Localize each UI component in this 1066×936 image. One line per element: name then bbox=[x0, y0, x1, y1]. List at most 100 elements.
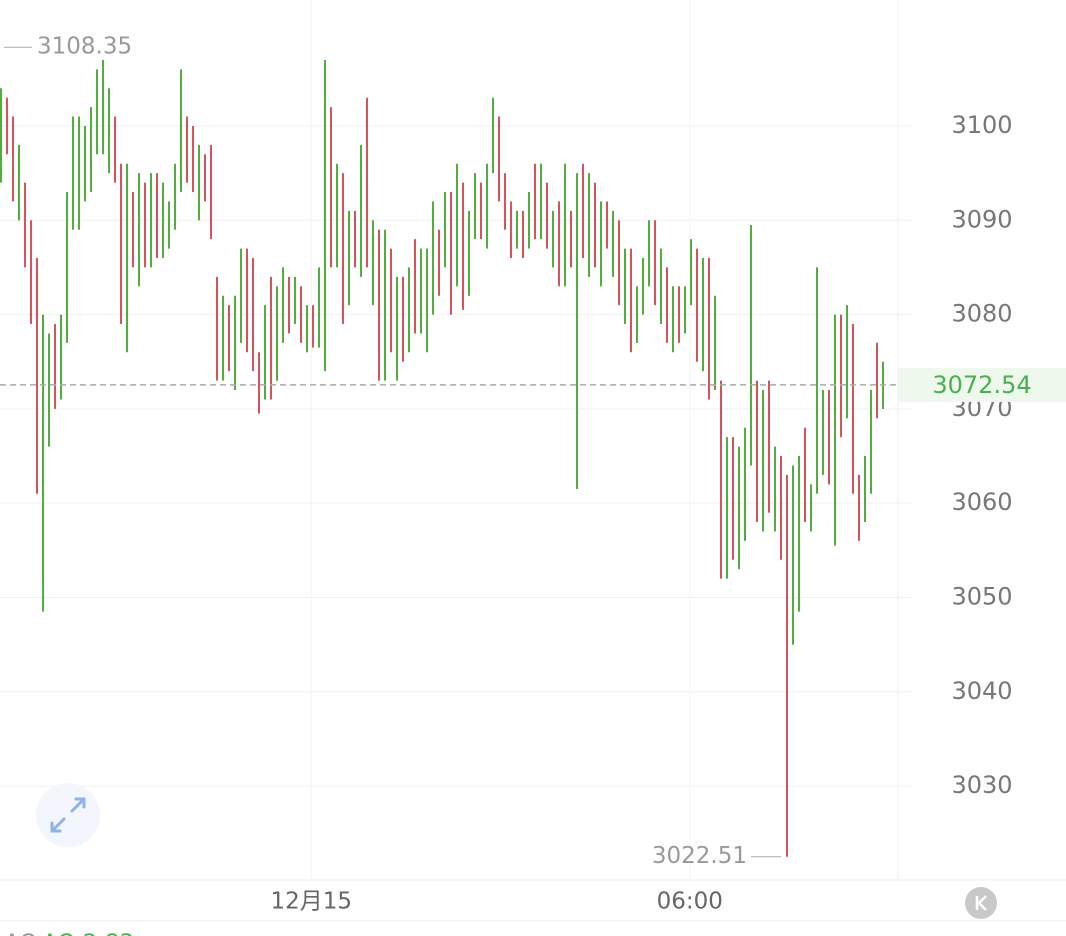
candle-body bbox=[816, 276, 819, 485]
candle-body bbox=[672, 295, 675, 334]
candle-body bbox=[378, 239, 381, 372]
collapse-icon[interactable] bbox=[975, 895, 987, 911]
candle-body bbox=[420, 258, 423, 334]
candle-body bbox=[768, 399, 771, 504]
candle-body bbox=[570, 220, 573, 259]
candle-body bbox=[852, 333, 855, 485]
candle-body bbox=[684, 295, 687, 334]
candle-body bbox=[516, 220, 519, 249]
collapse-button[interactable] bbox=[965, 887, 997, 919]
candle-body bbox=[30, 229, 33, 315]
y-tick-label: 3100 bbox=[951, 111, 1012, 139]
candle-body bbox=[870, 399, 873, 485]
candle-body bbox=[126, 182, 129, 343]
last-price-bg bbox=[898, 367, 1066, 402]
candle-body bbox=[12, 125, 15, 192]
candle-body bbox=[840, 324, 843, 428]
candle-body bbox=[636, 295, 639, 343]
expand-icon[interactable] bbox=[50, 797, 86, 833]
candle-body bbox=[240, 258, 243, 334]
candle-body bbox=[270, 314, 273, 391]
candle-body bbox=[258, 361, 261, 409]
candle-body bbox=[834, 324, 837, 475]
candle-body bbox=[528, 201, 531, 240]
candle-body bbox=[150, 182, 153, 249]
candle-body bbox=[48, 342, 51, 447]
candle-body bbox=[690, 248, 693, 296]
candle-body bbox=[828, 399, 831, 475]
candle-body bbox=[558, 210, 561, 277]
candle-body bbox=[222, 305, 225, 372]
candle-body bbox=[864, 465, 867, 523]
candle-body bbox=[648, 229, 651, 277]
candle-body bbox=[186, 125, 189, 174]
expand-button[interactable] bbox=[36, 783, 100, 847]
candle-body bbox=[846, 314, 849, 409]
candle-body bbox=[138, 182, 141, 259]
candle-body bbox=[42, 324, 45, 579]
candle-body bbox=[756, 390, 759, 513]
candle-body bbox=[282, 286, 285, 334]
candle-body bbox=[804, 465, 807, 513]
candle-body bbox=[36, 267, 39, 447]
candle-body bbox=[426, 258, 429, 287]
candle-body bbox=[492, 107, 495, 164]
candle-body bbox=[546, 191, 549, 240]
candle-body bbox=[192, 135, 195, 183]
candle-body bbox=[114, 125, 117, 174]
candle-body bbox=[162, 191, 165, 249]
candle-body bbox=[204, 163, 207, 192]
min-label: 3022.51 bbox=[652, 843, 747, 869]
candle-body bbox=[144, 191, 147, 259]
candle-body bbox=[858, 484, 861, 532]
candle-body bbox=[738, 456, 741, 551]
candle-body bbox=[366, 182, 369, 259]
candle-body bbox=[264, 314, 267, 400]
candle-body bbox=[654, 229, 657, 296]
candle-body bbox=[534, 182, 537, 230]
candle-body bbox=[762, 399, 765, 513]
y-tick-label: 3050 bbox=[951, 582, 1012, 610]
candle-body bbox=[666, 276, 669, 334]
candle-body bbox=[774, 456, 777, 504]
candle-body bbox=[216, 286, 219, 372]
y-tick-label: 3090 bbox=[951, 205, 1012, 233]
candle-body bbox=[792, 474, 795, 617]
candle-body bbox=[702, 267, 705, 353]
x-tick-label: 12月15 bbox=[270, 889, 352, 915]
indicator-name: AO bbox=[4, 931, 37, 936]
candle-body bbox=[606, 210, 609, 240]
candle-body bbox=[408, 276, 411, 343]
candle-body bbox=[444, 201, 447, 259]
candle-body bbox=[156, 182, 159, 249]
candle-body bbox=[876, 342, 879, 409]
candle-body bbox=[168, 210, 171, 249]
candle-body bbox=[228, 314, 231, 362]
collapse-button-bg[interactable] bbox=[965, 887, 997, 919]
x-tick-label: 06:00 bbox=[657, 889, 723, 915]
candle-body bbox=[456, 173, 459, 277]
candle-body bbox=[120, 173, 123, 315]
candle-body bbox=[288, 286, 291, 325]
candle-body bbox=[540, 173, 543, 230]
candle-body bbox=[744, 437, 747, 504]
max-label: 3108.35 bbox=[37, 34, 132, 60]
candle-body bbox=[504, 191, 507, 221]
candle-body bbox=[276, 295, 279, 381]
candle-body bbox=[780, 465, 783, 551]
candle-body bbox=[750, 229, 753, 457]
candle-body bbox=[324, 97, 327, 362]
candle-body bbox=[630, 258, 633, 343]
expand-button-bg[interactable] bbox=[36, 783, 100, 847]
candle-body bbox=[624, 258, 627, 296]
candle-body bbox=[306, 314, 309, 334]
candle-body bbox=[618, 229, 621, 296]
y-tick-label: 3080 bbox=[951, 300, 1012, 328]
candle-body bbox=[432, 210, 435, 249]
last-price-label: 3072.54 bbox=[932, 371, 1031, 399]
candle-body bbox=[510, 220, 513, 249]
candle-body bbox=[108, 107, 111, 155]
candle-body bbox=[474, 182, 477, 221]
candle-body bbox=[96, 78, 99, 136]
